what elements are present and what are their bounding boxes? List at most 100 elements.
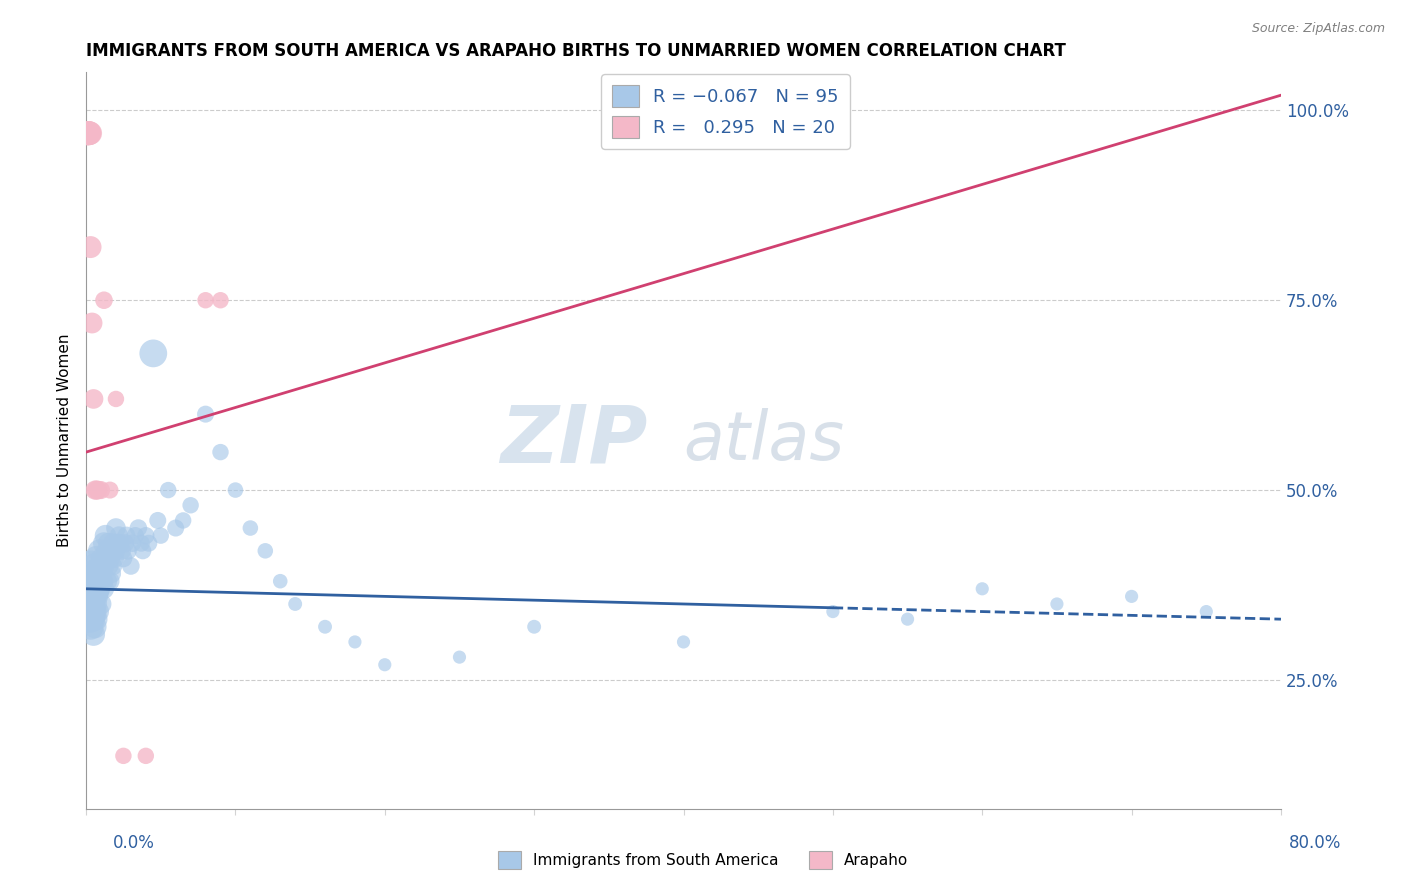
- Text: 80.0%: 80.0%: [1288, 834, 1341, 852]
- Text: 0.0%: 0.0%: [112, 834, 155, 852]
- Point: [77, 597, 100, 611]
- Text: atlas: atlas: [683, 408, 845, 474]
- Point: [93, 536, 115, 550]
- Point: [100, 544, 122, 558]
- Point: [79, 582, 101, 596]
- Point: [104, 392, 127, 406]
- Y-axis label: Births to Unmarried Women: Births to Unmarried Women: [58, 334, 72, 548]
- Point: [80, 612, 103, 626]
- Point: [86, 574, 108, 589]
- Point: [180, 498, 202, 512]
- Point: [104, 521, 127, 535]
- Point: [89, 544, 111, 558]
- Point: [96, 544, 118, 558]
- Point: [89, 559, 111, 574]
- Point: [98, 483, 121, 497]
- Point: [239, 521, 262, 535]
- Point: [135, 748, 157, 763]
- Point: [314, 620, 336, 634]
- Point: [86, 483, 108, 497]
- Point: [114, 536, 136, 550]
- Text: ZIP: ZIP: [501, 401, 648, 480]
- Point: [77, 126, 100, 140]
- Point: [194, 293, 217, 308]
- Point: [87, 582, 110, 596]
- Point: [98, 574, 121, 589]
- Point: [77, 126, 100, 140]
- Point: [972, 582, 994, 596]
- Point: [127, 521, 149, 535]
- Point: [84, 483, 107, 497]
- Point: [97, 559, 120, 574]
- Point: [87, 566, 110, 581]
- Point: [374, 657, 396, 672]
- Point: [132, 544, 155, 558]
- Point: [100, 566, 122, 581]
- Point: [84, 620, 107, 634]
- Point: [80, 574, 103, 589]
- Text: Source: ZipAtlas.com: Source: ZipAtlas.com: [1251, 22, 1385, 36]
- Point: [97, 536, 120, 550]
- Text: IMMIGRANTS FROM SOUTH AMERICA VS ARAPAHO BIRTHS TO UNMARRIED WOMEN CORRELATION C: IMMIGRANTS FROM SOUTH AMERICA VS ARAPAHO…: [86, 42, 1066, 60]
- Point: [117, 544, 139, 558]
- Point: [76, 605, 98, 619]
- Point: [83, 566, 105, 581]
- Point: [111, 544, 134, 558]
- Point: [120, 559, 142, 574]
- Point: [121, 536, 143, 550]
- Point: [1195, 605, 1218, 619]
- Point: [112, 748, 135, 763]
- Point: [224, 483, 246, 497]
- Point: [94, 528, 117, 542]
- Point: [146, 513, 169, 527]
- Point: [93, 559, 115, 574]
- Point: [93, 582, 115, 596]
- Point: [1121, 590, 1143, 604]
- Point: [103, 551, 125, 566]
- Point: [523, 620, 546, 634]
- Point: [101, 559, 124, 574]
- Point: [672, 635, 695, 649]
- Point: [76, 126, 98, 140]
- Point: [209, 293, 232, 308]
- Point: [91, 574, 114, 589]
- Point: [90, 559, 112, 574]
- Point: [76, 126, 98, 140]
- Point: [86, 551, 108, 566]
- Point: [104, 544, 127, 558]
- Point: [107, 536, 129, 550]
- Point: [90, 597, 112, 611]
- Legend: R = −0.067   N = 95, R =   0.295   N = 20: R = −0.067 N = 95, R = 0.295 N = 20: [600, 74, 849, 149]
- Point: [79, 240, 101, 254]
- Point: [80, 590, 103, 604]
- Point: [84, 559, 107, 574]
- Point: [98, 551, 121, 566]
- Point: [94, 551, 117, 566]
- Point: [149, 528, 172, 542]
- Point: [90, 483, 112, 497]
- Point: [142, 346, 165, 360]
- Point: [84, 582, 107, 596]
- Point: [269, 574, 291, 589]
- Point: [821, 605, 844, 619]
- Point: [108, 528, 131, 542]
- Point: [124, 528, 146, 542]
- Point: [449, 650, 471, 665]
- Point: [254, 544, 277, 558]
- Point: [89, 582, 111, 596]
- Point: [343, 635, 366, 649]
- Point: [101, 536, 124, 550]
- Point: [165, 521, 187, 535]
- Point: [110, 536, 132, 550]
- Point: [112, 551, 135, 566]
- Point: [172, 513, 194, 527]
- Point: [131, 536, 153, 550]
- Legend: Immigrants from South America, Arapaho: Immigrants from South America, Arapaho: [492, 845, 914, 875]
- Point: [138, 536, 160, 550]
- Point: [84, 597, 107, 611]
- Point: [86, 612, 108, 626]
- Point: [76, 126, 98, 140]
- Point: [77, 574, 100, 589]
- Point: [83, 627, 105, 641]
- Point: [79, 126, 101, 140]
